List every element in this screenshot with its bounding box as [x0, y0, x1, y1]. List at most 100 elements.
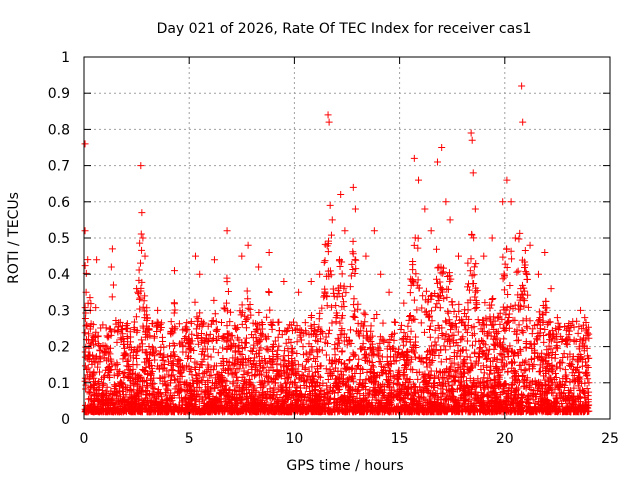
- data-point: [446, 216, 454, 224]
- data-point: [514, 351, 522, 359]
- data-point: [210, 256, 218, 264]
- data-point: [373, 311, 381, 319]
- data-point: [438, 144, 446, 151]
- data-point: [247, 347, 255, 355]
- data-point: [413, 306, 421, 314]
- data-point: [557, 358, 565, 366]
- data-point: [138, 209, 146, 217]
- data-point: [417, 358, 425, 366]
- data-point: [221, 398, 229, 406]
- data-point: [230, 369, 238, 377]
- data-point: [159, 338, 167, 346]
- data-point: [86, 294, 94, 302]
- data-point: [336, 319, 344, 327]
- data-point: [584, 375, 592, 383]
- data-point: [436, 304, 444, 312]
- data-point: [332, 301, 340, 309]
- data-point: [400, 382, 408, 390]
- data-point: [363, 327, 371, 335]
- data-point: [557, 388, 565, 396]
- data-point: [308, 311, 316, 319]
- data-point: [234, 377, 242, 385]
- data-point: [488, 234, 496, 242]
- data-point: [437, 358, 445, 366]
- data-point: [508, 364, 516, 372]
- data-point: [508, 255, 516, 263]
- data-point: [312, 368, 320, 376]
- data-point: [578, 362, 586, 370]
- data-point: [563, 341, 571, 349]
- data-point: [335, 284, 343, 292]
- data-point: [491, 317, 499, 325]
- data-point: [581, 314, 589, 322]
- data-point: [398, 386, 406, 394]
- data-point: [442, 367, 450, 375]
- data-point: [448, 359, 456, 367]
- data-point: [522, 315, 530, 323]
- data-point: [584, 363, 592, 371]
- data-point: [488, 301, 496, 309]
- data-point: [369, 372, 377, 380]
- data-point: [395, 375, 403, 383]
- data-point: [480, 327, 488, 335]
- data-point: [426, 333, 434, 341]
- data-point: [540, 331, 548, 339]
- data-point: [481, 299, 489, 307]
- data-point: [139, 234, 147, 242]
- data-point: [340, 337, 348, 345]
- data-point: [410, 154, 418, 162]
- data-point: [274, 385, 282, 393]
- data-point: [565, 331, 573, 339]
- data-point: [467, 255, 475, 263]
- data-point: [281, 380, 289, 388]
- data-point: [107, 389, 115, 397]
- data-point: [422, 287, 430, 295]
- data-point: [323, 302, 331, 310]
- data-point: [305, 340, 313, 348]
- data-point: [349, 250, 357, 258]
- data-point: [549, 389, 557, 397]
- data-point: [521, 297, 529, 305]
- data-point: [424, 348, 432, 356]
- data-point: [518, 82, 526, 90]
- data-point: [500, 286, 508, 294]
- data-point: [410, 296, 418, 304]
- data-point: [442, 317, 450, 325]
- data-point: [207, 353, 215, 361]
- data-point: [126, 328, 134, 336]
- data-point: [370, 383, 378, 391]
- data-point: [577, 306, 585, 314]
- data-point: [440, 342, 448, 350]
- data-point: [378, 335, 386, 343]
- data-point: [472, 297, 480, 305]
- data-point: [208, 317, 216, 325]
- data-point: [433, 279, 441, 287]
- data-point: [499, 356, 507, 364]
- data-point: [471, 205, 479, 213]
- data-point: [464, 259, 472, 267]
- data-point: [322, 351, 330, 359]
- data-point: [414, 244, 422, 252]
- data-point: [321, 257, 329, 265]
- data-point: [322, 365, 330, 373]
- data-point: [308, 363, 316, 371]
- data-point: [149, 320, 157, 328]
- data-point: [86, 339, 94, 347]
- data-point: [297, 336, 305, 344]
- data-point: [325, 395, 333, 403]
- data-point: [350, 312, 358, 320]
- data-point: [316, 362, 324, 370]
- data-point: [120, 373, 128, 381]
- data-point: [444, 307, 452, 315]
- data-point: [370, 369, 378, 377]
- data-point: [318, 304, 326, 312]
- data-point: [483, 363, 491, 371]
- data-point: [310, 355, 318, 363]
- data-point: [351, 205, 359, 213]
- data-point: [231, 324, 239, 332]
- data-point: [352, 265, 360, 273]
- data-point: [520, 302, 528, 310]
- data-point: [132, 376, 140, 384]
- data-point: [534, 270, 542, 278]
